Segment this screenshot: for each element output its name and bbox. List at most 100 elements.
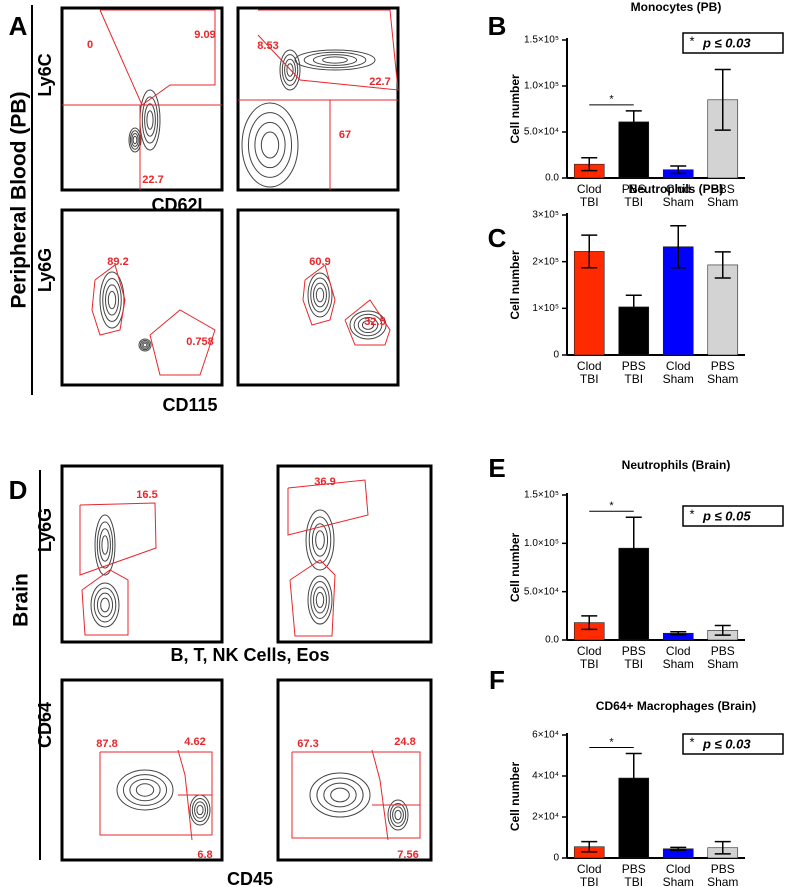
contour: [316, 777, 364, 813]
contour: [284, 58, 296, 82]
gate-percentage: 4.62: [184, 736, 205, 748]
gate: [79, 502, 157, 576]
y-tick-label: 2×10⁴: [532, 812, 559, 823]
chart-title: Neutrophils (Brain): [622, 458, 731, 472]
y-tick-label: 5.0×10⁴: [524, 586, 559, 597]
contour: [313, 586, 327, 614]
contour: [310, 277, 330, 313]
contour: [309, 772, 371, 818]
gate-percentage: 67.3: [297, 738, 318, 750]
y-tick-label: 1.0×10⁵: [524, 81, 559, 92]
gate-percentage: 87.8: [96, 738, 117, 750]
x-tick-label: PBS Sham: [707, 359, 739, 386]
annotation-box: [682, 733, 784, 755]
panel-letter: F: [489, 665, 505, 695]
contour: [101, 535, 109, 555]
contour: [387, 799, 409, 831]
panel-letter: E: [488, 453, 505, 483]
flow-plot-frame: [60, 6, 224, 192]
contour: [389, 802, 407, 828]
error-bar: [581, 234, 598, 269]
contour: [254, 121, 286, 169]
contour: [394, 809, 402, 821]
x-tick-label: PBS TBI: [621, 359, 646, 386]
contour: [191, 797, 209, 823]
flow-plot-frame: [236, 208, 400, 387]
x-tick-label: Clod Sham: [662, 862, 694, 887]
contour: [194, 801, 206, 819]
y-tick-label: 1.0×10⁵: [524, 538, 559, 549]
x-tick-label: PBS TBI: [621, 182, 646, 209]
y-tick-label: 1.5×10⁵: [524, 35, 559, 46]
error-bar: [625, 110, 642, 134]
contour: [105, 284, 119, 316]
contour: [392, 806, 404, 824]
contour: [305, 509, 335, 571]
chart-title: Neutrophils (PB): [629, 182, 724, 196]
error-bar: [581, 615, 598, 631]
gate-percentage: 6.8: [197, 849, 212, 861]
contour: [135, 783, 155, 797]
error-bar: [670, 631, 687, 636]
contour: [353, 313, 383, 337]
y-tick-label: 1.5×10⁵: [524, 490, 559, 501]
contour: [146, 110, 154, 130]
flow-plot-frame: [60, 464, 224, 644]
significance-star: *: [609, 94, 614, 106]
contour: [323, 782, 357, 808]
x-axis-label: CD45: [227, 869, 273, 887]
y-axis-label: Ly6G: [35, 248, 55, 292]
gate-percentage: 16.5: [136, 489, 157, 501]
x-tick-label: PBS Sham: [707, 644, 739, 671]
error-bar: [670, 165, 687, 175]
contour: [307, 272, 333, 318]
gate-percentage: 36.9: [314, 476, 335, 488]
gate-percentage: 7.56: [397, 849, 418, 861]
y-tick-label: 0.0: [545, 635, 559, 646]
error-bar: [625, 294, 642, 320]
contour: [96, 521, 114, 569]
contour: [281, 54, 299, 86]
y-axis-label: CD64: [35, 702, 55, 748]
contour: [132, 135, 138, 145]
contour: [141, 341, 149, 349]
annotation-text: p ≤ 0.03: [702, 35, 751, 50]
contour: [303, 51, 367, 69]
contour: [131, 133, 139, 147]
contour: [138, 338, 152, 352]
gate: [344, 299, 391, 346]
x-tick-label: PBS Sham: [707, 182, 739, 209]
chart-title: CD64+ Macrophages (Brain): [596, 699, 756, 713]
error-bar: [670, 224, 687, 269]
contour: [307, 575, 333, 625]
annotation-star: *: [689, 506, 694, 521]
contour: [315, 592, 325, 608]
x-tick-label: Clod TBI: [576, 644, 602, 671]
gate: [291, 751, 421, 839]
contour: [116, 769, 174, 811]
gate-percentage: 0: [87, 39, 93, 51]
annotation-star: *: [689, 734, 694, 749]
chart-title: Monocytes (PB): [631, 0, 722, 14]
gate-percentage: 8.53: [257, 40, 278, 52]
gate: [287, 479, 369, 536]
x-tick-label: PBS TBI: [621, 644, 646, 671]
annotation-text: p ≤ 0.03: [702, 736, 751, 751]
y-axis-label: Cell number: [508, 533, 522, 603]
x-tick-label: PBS TBI: [621, 862, 646, 887]
contour: [322, 56, 348, 64]
contour: [241, 102, 299, 188]
x-axis-label: B, T, NK Cells, Eos: [170, 645, 329, 665]
contour: [142, 342, 148, 348]
tissue-label: Brain: [10, 573, 33, 627]
y-tick-label: 0: [553, 350, 559, 361]
gate: [177, 749, 193, 841]
contour: [315, 530, 325, 550]
gate-percentage: 32.5: [364, 316, 385, 328]
contour: [361, 320, 375, 330]
gate: [371, 749, 389, 841]
contour: [100, 597, 110, 613]
contour: [310, 581, 330, 619]
annotation-box: [682, 32, 784, 54]
